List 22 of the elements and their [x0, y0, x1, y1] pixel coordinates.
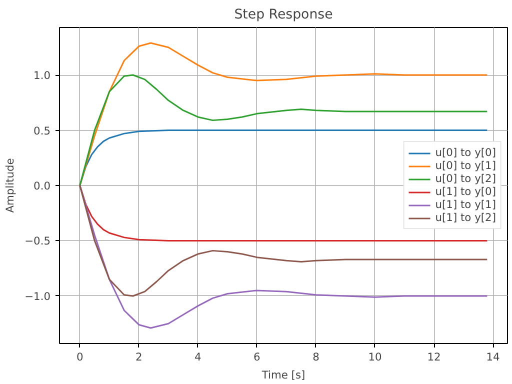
x-tick-label: 6 [254, 350, 261, 364]
x-axis-title: Time [s] [260, 368, 306, 382]
x-tick-label: 12 [427, 350, 441, 364]
x-tick-label: 0 [76, 350, 84, 364]
chart-title: Step Response [234, 8, 333, 22]
legend-label: u[0] to y[1] [435, 159, 496, 172]
x-tick-label: 10 [368, 350, 382, 364]
x-tick-label: 8 [312, 350, 320, 364]
legend-label: u[1] to y[1] [435, 198, 496, 211]
y-tick-label: −1.0 [24, 290, 51, 303]
legend-label: u[1] to y[0] [435, 185, 496, 198]
x-tick-label: 4 [194, 350, 202, 364]
x-tick-label: 2 [136, 350, 142, 364]
legend-label: u[0] to y[0] [435, 146, 496, 159]
x-tick-label: 14 [486, 350, 500, 364]
y-tick-label: 1.0 [34, 69, 51, 82]
y-tick-label: 0.0 [34, 180, 51, 192]
legend-label: u[1] to y[2] [435, 211, 496, 224]
y-axis-title: Amplitude [4, 158, 17, 213]
legend-label: u[0] to y[2] [435, 172, 496, 185]
y-tick-label: 0.5 [34, 124, 51, 138]
y-tick-label: −0.5 [24, 234, 51, 248]
